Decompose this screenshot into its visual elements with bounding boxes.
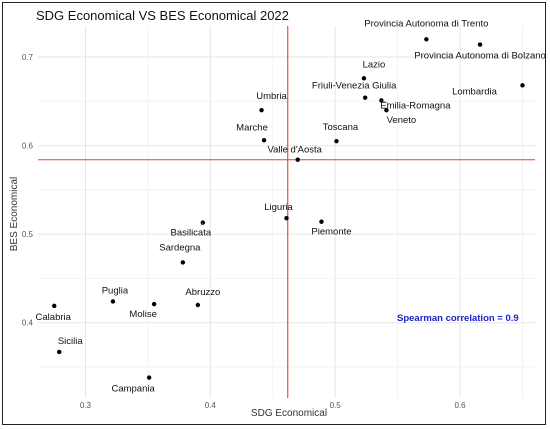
x-tick-label: 0.5: [330, 401, 342, 410]
point-label: Calabria: [36, 312, 72, 323]
point-label: Veneto: [387, 115, 417, 126]
data-point: [284, 216, 289, 221]
reference-lines: [38, 26, 535, 398]
tick-labels: 0.3 0.4 0.5 0.6 0.4 0.5 0.6 0.7: [22, 53, 466, 410]
point-label: Abruzzo: [185, 287, 220, 298]
data-point: [361, 76, 367, 81]
y-tick-label: 0.4: [22, 319, 34, 328]
y-tick-label: 0.7: [22, 53, 34, 62]
point-label: Marche: [236, 122, 268, 133]
x-axis-label: SDG Economical: [251, 408, 327, 419]
data-point: [180, 260, 186, 265]
point-label: Valle d'Aosta: [268, 145, 323, 156]
point-label: Sardegna: [159, 242, 201, 253]
grid: [38, 26, 535, 398]
y-tick-label: 0.6: [22, 142, 34, 151]
point-labels: Provincia Autonoma di Trento Provincia Au…: [36, 18, 546, 394]
point-label: Liguria: [264, 202, 293, 213]
data-point: [477, 42, 483, 47]
point-label: Basilicata: [170, 228, 211, 239]
data-point: [195, 302, 201, 308]
chart-title: SDG Economical VS BES Economical 2022: [36, 8, 289, 23]
data-point: [146, 375, 152, 380]
data-point: [379, 98, 384, 103]
point-label: Umbria: [256, 91, 287, 102]
point-label: Lazio: [363, 59, 386, 70]
x-tick-label: 0.6: [455, 401, 467, 410]
data-point: [424, 37, 429, 42]
point-label: Puglia: [102, 285, 129, 296]
data-point: [57, 349, 62, 355]
point-label: Campania: [111, 384, 155, 395]
point-label: Toscana: [323, 122, 359, 133]
point-label: Friuli-Venezia Giulia: [312, 81, 397, 92]
point-label: Emilia-Romagna: [380, 100, 451, 111]
data-point: [259, 107, 264, 113]
point-label: Lombardia: [452, 86, 498, 97]
data-point: [520, 83, 525, 88]
x-tick-label: 0.4: [205, 401, 217, 410]
point-label: Molise: [129, 309, 156, 320]
data-point: [319, 219, 324, 224]
data-point: [362, 95, 368, 100]
data-point: [151, 301, 157, 307]
point-label: Sicilia: [58, 336, 84, 347]
y-tick-label: 0.5: [22, 230, 34, 239]
y-axis-label: BES Economical: [9, 177, 20, 251]
data-point: [334, 138, 339, 144]
data-point: [295, 157, 300, 162]
data-point: [52, 303, 57, 309]
x-tick-label: 0.3: [80, 401, 92, 410]
data-point: [261, 138, 267, 143]
point-label: Provincia Autonoma di Trento: [364, 18, 488, 29]
label-leader-line: [381, 100, 389, 104]
data-point: [110, 299, 116, 304]
chart-frame: [2, 2, 546, 425]
correlation-annotation: Spearman correlation = 0.9: [397, 313, 519, 324]
data-point: [384, 107, 389, 113]
point-label: Piemonte: [311, 227, 351, 238]
label-leader-line: [200, 222, 204, 226]
point-label: Provincia Autonoma di Bolzano: [414, 51, 546, 62]
